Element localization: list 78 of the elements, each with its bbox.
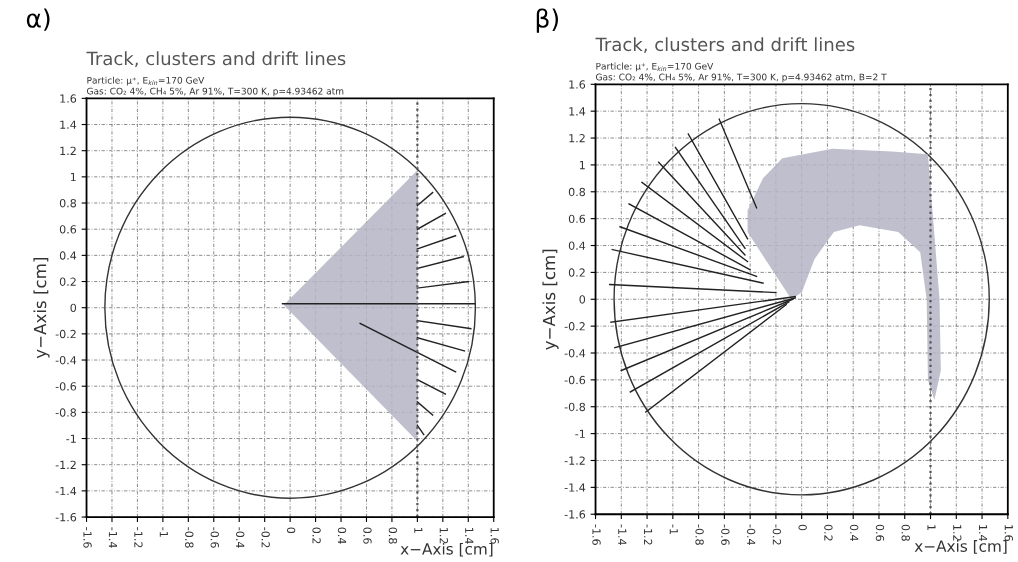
y-tick-label: -1.4	[564, 483, 586, 492]
y-tick-label: 0.4	[568, 241, 586, 250]
chart-title: Track, clusters and drift lines	[595, 37, 855, 54]
y-tick-label: 0.6	[59, 225, 77, 234]
x-tick-label: -0.6	[210, 527, 219, 548]
y-tick-label: 0.4	[59, 251, 77, 260]
chart-subtitle: Particle: μ⁺, E$_{kin}$=170 GeV Gas: CO₂ 4%, CH₄ 5%, Ar 91%, T=300 K, p=4.93462 atm	[87, 76, 344, 97]
x-tick-label: 0	[798, 524, 807, 531]
text: β)	[536, 8, 559, 33]
x-tick-label: -0.4	[746, 524, 756, 546]
y-tick-label: 1.4	[60, 120, 77, 129]
y-tick-label: 1.2	[60, 146, 76, 155]
y-tick-label: -0.4	[564, 348, 586, 358]
x-tick-label: -1.6	[592, 524, 601, 545]
x-tick-label: -0.4	[236, 527, 245, 548]
x-tick-label: 0.6	[363, 527, 372, 544]
x-tick-label: -0.6	[721, 524, 730, 545]
x-tick-label: -0.8	[185, 527, 194, 548]
y-tick-label: 0.8	[59, 199, 77, 208]
x-tick-label: 1.6	[490, 527, 499, 544]
x-tick-label: 0.2	[824, 524, 833, 541]
y-tick-label: 0	[579, 295, 586, 304]
x-tick-label: 1.4	[465, 527, 474, 544]
x-tick-label: -1	[159, 527, 168, 537]
x-tick-label: -1.2	[644, 524, 653, 545]
y-tick-label: -1	[575, 429, 585, 438]
y-tick-label: -0.6	[564, 375, 586, 385]
x-tick-label: 0.8	[901, 524, 910, 541]
x-tick-label: -1.4	[108, 527, 118, 548]
y-axis-title: y−Axis [cm]	[542, 249, 559, 350]
y-tick-label: 0.2	[59, 277, 76, 286]
y-tick-label: 1.6	[569, 80, 586, 89]
chart-subtitle: Particle: μ⁺, E$_{kin}$=170 GeV Gas: CO₂ 4%, CH₄ 5%, Ar 91%, T=300 K, p=4.93462 atm, B=2 T	[596, 62, 887, 83]
x-tick-label: -0.2	[772, 524, 782, 545]
y-tick-label: 0.2	[568, 268, 585, 277]
x-tick-label: 1.2	[439, 527, 449, 544]
y-tick-label: -1.2	[55, 460, 76, 469]
x-tick-label: -1	[669, 524, 678, 534]
y-tick-label: -1.6	[564, 510, 586, 519]
y-tick-label: 1.4	[569, 107, 586, 116]
x-tick-label: 0	[286, 527, 296, 534]
y-tick-label: -0.8	[55, 408, 77, 417]
text: α)	[26, 8, 50, 31]
x-tick-label: 0.4	[849, 524, 859, 541]
y-axis-title: y−Axis [cm]	[33, 258, 50, 359]
x-tick-label: -1.6	[83, 527, 92, 548]
y-tick-label: 1	[579, 161, 585, 170]
x-tick-label: -0.2	[261, 527, 270, 548]
y-tick-label: -0.8	[564, 402, 586, 412]
x-tick-label: 1.2	[953, 525, 962, 541]
y-tick-label: -0.2	[564, 322, 585, 331]
x-tick-label: -0.8	[695, 524, 704, 545]
chart-title: Track, clusters and drift lines	[86, 51, 346, 68]
x-tick-label: -1.2	[134, 527, 143, 548]
y-tick-label: -1.4	[55, 486, 77, 496]
y-tick-label: 1.6	[60, 94, 77, 103]
x-tick-label: 1.6	[1004, 525, 1013, 541]
x-tick-label: 0.4	[337, 527, 347, 544]
x-tick-label: 1.4	[978, 525, 988, 541]
y-tick-label: 1	[70, 172, 76, 182]
x-tick-label: 0.2	[312, 527, 321, 544]
x-tick-label: 0.8	[388, 527, 398, 544]
y-tick-label: -1	[66, 434, 76, 443]
y-tick-label: -1.2	[564, 456, 585, 465]
x-axis-title: x−Axis [cm]	[400, 542, 493, 557]
y-tick-label: 0.8	[568, 187, 586, 197]
x-axis-title: x−Axis [cm]	[914, 540, 1007, 554]
x-tick-label: 1	[927, 525, 936, 530]
y-tick-label: -0.4	[55, 356, 77, 365]
y-tick-label: 1.2	[569, 134, 585, 143]
y-tick-label: 0	[70, 303, 77, 313]
y-tick-label: 0.6	[568, 214, 586, 224]
x-tick-label: 0.6	[875, 524, 885, 541]
x-tick-label: 1	[414, 527, 423, 533]
y-tick-label: -0.2	[55, 329, 76, 339]
y-tick-label: -0.6	[55, 382, 77, 391]
y-tick-label: -1.6	[55, 513, 77, 522]
x-tick-label: -1.4	[618, 524, 627, 546]
